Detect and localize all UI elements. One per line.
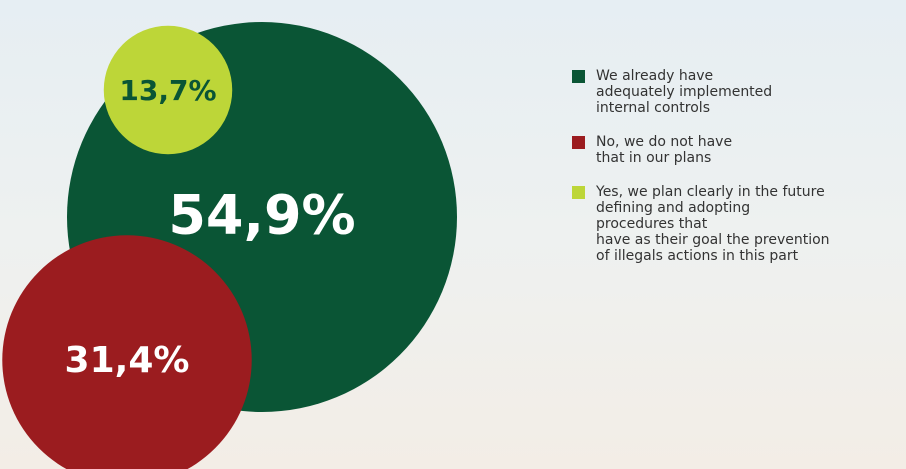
legend-label: No, we do not have that in our plans	[596, 134, 733, 166]
legend-item: We already have adequately implemented i…	[572, 68, 906, 116]
legend: We already have adequately implemented i…	[572, 68, 906, 282]
legend-swatch	[572, 186, 585, 199]
value-label: 31,4%	[65, 340, 190, 381]
bubble	[2, 235, 252, 469]
legend-swatch	[572, 70, 585, 83]
legend-swatch	[572, 136, 585, 149]
legend-item: Yes, we plan clearly in the future defin…	[572, 184, 906, 264]
legend-label: Yes, we plan clearly in the future defin…	[596, 184, 830, 264]
legend-item: No, we do not have that in our plans	[572, 134, 906, 166]
bubble	[103, 25, 233, 155]
legend-label: We already have adequately implemented i…	[596, 68, 773, 116]
value-label: 54,9%	[168, 184, 355, 247]
value-label: 13,7%	[119, 74, 216, 107]
